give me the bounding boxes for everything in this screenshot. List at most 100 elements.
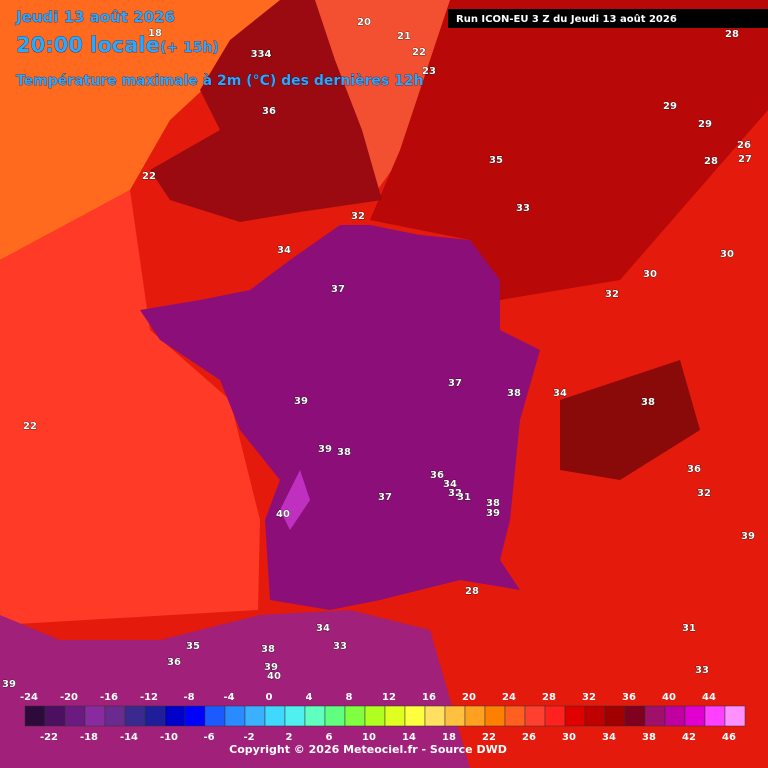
date: Jeudi 13 août 2026 [15,8,175,26]
temperature-label: 34 [553,388,567,399]
temperature-label: 36 [167,657,181,668]
colorbar-tick-label: 44 [702,692,716,703]
colorbar-swatch [344,705,366,727]
temperature-label: 27 [738,154,752,165]
colorbar-swatch [464,705,486,727]
temperature-label: 38 [261,644,275,655]
temperature-label: 39 [264,662,278,673]
run-bar [448,9,768,28]
temperature-label: 28 [465,586,479,597]
colorbar-swatch [64,705,86,727]
colorbar-tick-label: -4 [223,692,234,703]
colorbar-tick-label: -8 [183,692,194,703]
colorbar-swatch [404,705,426,727]
uk [150,0,382,222]
colorbar-swatch [444,705,466,727]
temperature-label: 22 [23,421,37,432]
temperature-label: 31 [682,623,696,634]
colorbar-swatch [304,705,326,727]
france [140,225,540,610]
temperature-label: 26 [737,140,751,151]
colorbar-tick-label: -18 [80,732,98,743]
colorbar-swatch [84,705,106,727]
temperature-label: 28 [725,29,739,40]
colorbar-tick-label: -22 [40,732,58,743]
colorbar-swatch [544,705,566,727]
colorbar-swatch [384,705,406,727]
colorbar-tick-label: 10 [362,732,376,743]
temperature-label: 32 [448,488,462,499]
temperature-label: 33 [333,641,347,652]
temperature-label: 38 [486,498,500,509]
colorbar-swatch [584,705,606,727]
colorbar-swatch [684,705,706,727]
temperature-label: 40 [267,671,281,682]
colorbar-tick-label: 18 [442,732,456,743]
temperature-label: 34 [277,245,291,256]
temperature-label: 36 [430,470,444,481]
offset: (+ 15h) [160,40,219,56]
colorbar-tick-label: 30 [562,732,576,743]
temperature-label: 30 [720,249,734,260]
colorbar-tick-label: 40 [662,692,676,703]
colorbar-swatch [124,705,146,727]
temperature-label: 32 [697,488,711,499]
colorbar-tick-label: 24 [502,692,516,703]
copyright: Copyright © 2026 Meteociel.fr - Source D… [229,743,507,756]
temperature-label: 22 [142,171,156,182]
temperature-label: 36 [262,106,276,117]
colorbar-swatch [724,705,746,727]
colorbar-tick-label: -10 [160,732,178,743]
colorbar-tick-label: 20 [462,692,476,703]
colorbar-swatch [144,705,166,727]
iberia [0,610,470,768]
temperature-label: 39 [294,396,308,407]
colorbar-swatch [324,705,346,727]
temperature-label: 30 [643,269,657,280]
channel [300,0,450,200]
colorbar-tick-label: -12 [140,692,158,703]
colorbar-tick-label: 34 [602,732,616,743]
temperature-label: 31 [457,492,471,503]
temperature-label: 35 [186,641,200,652]
temperature-label: 38 [337,447,351,458]
temperature-label: 40 [276,509,290,520]
colorbar-swatch [264,705,286,727]
product-title: Température maximale à 2m (°C) des derni… [16,73,424,89]
colorbar-swatch [624,705,646,727]
colorbar-swatch [664,705,686,727]
colorbar-tick-label: 22 [482,732,496,743]
colorbar-tick-label: 4 [306,692,313,703]
colorbar-swatch [44,705,66,727]
colorbar-swatch [104,705,126,727]
colorbar-swatch [524,705,546,727]
colorbar-tick-label: 38 [642,732,656,743]
colorbar-tick-label: -16 [100,692,118,703]
temperature-label: 20 [357,17,371,28]
temperature-label: 39 [2,679,16,690]
map-labels: 2021222333436221835333234372929282627283… [2,17,756,691]
temperature-label: 38 [507,388,521,399]
temperature-label: 33 [695,665,709,676]
colorbar-tick-label: 12 [382,692,396,703]
temperature-label: 39 [318,444,332,455]
colorbar: -24-22-20-18-16-14-12-10-8-6-4-202468101… [20,692,746,743]
colorbar-swatch [224,705,246,727]
temperature-label: 334 [251,49,272,60]
temperature-label: 39 [741,531,755,542]
colorbar-swatch [184,705,206,727]
colorbar-swatch [504,705,526,727]
colorbar-tick-label: 14 [402,732,416,743]
colorbar-tick-label: 36 [622,692,636,703]
colorbar-tick-label: 16 [422,692,436,703]
time: 20:00 locale [16,33,160,57]
colorbar-swatch [24,705,46,727]
run-info: Run ICON-EU 3 Z du Jeudi 13 août 2026 [456,13,677,25]
alps [560,360,700,480]
temperature-label: 32 [351,211,365,222]
temperature-label: 18 [148,28,162,39]
colorbar-swatch [244,705,266,727]
colorbar-tick-label: 42 [682,732,696,743]
temperature-label: 36 [687,464,701,475]
